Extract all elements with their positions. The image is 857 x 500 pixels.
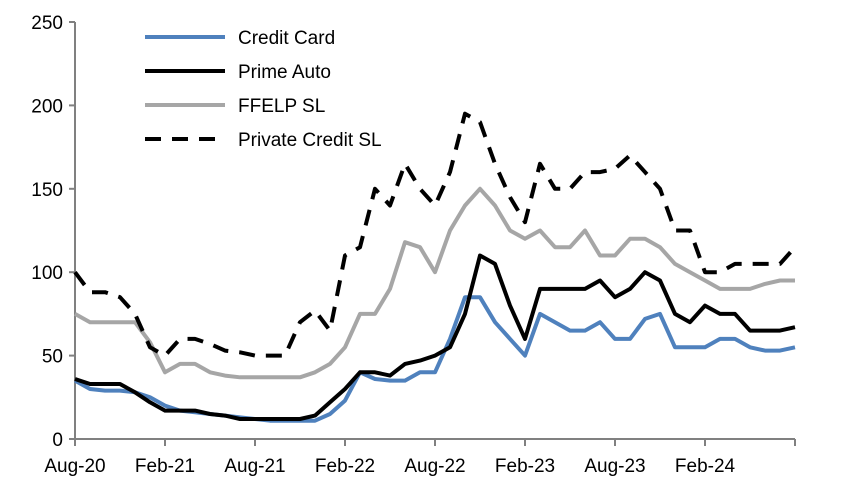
y-tick-label: 50 (42, 347, 63, 368)
x-tick-label: Aug-21 (224, 456, 285, 477)
x-tick-label: Feb-24 (675, 456, 736, 477)
y-tick-label: 250 (31, 13, 63, 34)
x-axis: Aug-20 Feb-21 Aug-21 Feb-22 Aug-22 Feb-23 Aug-… (44, 438, 796, 477)
legend-label: Private Credit SL (238, 130, 382, 151)
y-tick-label: 0 (52, 430, 63, 451)
series-line-credit-card (74, 295, 796, 423)
legend: Credit Card Prime Auto FFELP SL Private Cre… (145, 28, 382, 151)
legend-label: Prime Auto (238, 62, 331, 83)
y-axis: 0 50 100 150 200 250 (31, 13, 76, 451)
series-line-prime-auto (74, 253, 796, 421)
x-tick-label: Feb-22 (315, 456, 375, 477)
series-line-ffelp-sl (74, 186, 795, 380)
x-tick-label: Feb-23 (495, 456, 555, 477)
x-tick-label: Aug-22 (404, 456, 465, 477)
y-tick-label: 100 (31, 263, 63, 284)
x-tick-label: Feb-21 (135, 456, 195, 477)
series-line-private-credit-sl (73, 111, 797, 358)
y-tick-label: 150 (31, 180, 63, 201)
y-tick-label: 200 (31, 96, 63, 117)
legend-label: Credit Card (238, 28, 335, 49)
x-tick-label: Aug-23 (584, 456, 645, 477)
x-tick-label: Aug-20 (44, 456, 105, 477)
series-lines (73, 111, 797, 423)
legend-label: FFELP SL (238, 96, 325, 117)
